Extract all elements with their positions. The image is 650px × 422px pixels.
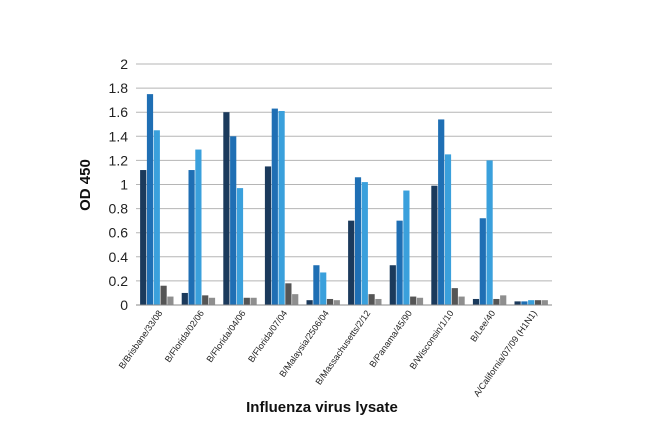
bar: [320, 272, 327, 305]
y-tick-label: 0.2: [109, 273, 129, 289]
bar: [438, 119, 445, 306]
x-tick-labels: B/Brisbane/33/08B/Florida/02/06B/Florida…: [117, 308, 539, 398]
x-tick-label: B/Lee/40: [468, 308, 497, 343]
bar: [271, 108, 278, 306]
bar: [313, 265, 320, 305]
bar: [416, 297, 424, 305]
y-tick-label: 0.8: [109, 201, 129, 217]
bar: [195, 149, 202, 305]
y-tick-label: 2: [120, 56, 128, 72]
x-tick-label: B/Florida/07/04: [246, 308, 289, 364]
bar: [243, 297, 250, 305]
x-tick-label: B/Wisconsin/1/10: [408, 308, 456, 371]
bar: [410, 296, 417, 305]
y-tick-label: 0.6: [109, 225, 129, 241]
bar: [236, 188, 244, 305]
bar: [361, 182, 368, 305]
bar: [153, 130, 160, 305]
y-tick-label: 0: [120, 297, 128, 313]
bar: [250, 297, 257, 305]
bar: [514, 301, 521, 305]
bar: [528, 300, 535, 305]
bar: [223, 112, 230, 305]
bar: [181, 292, 188, 305]
bar: [292, 294, 299, 305]
bar: [472, 298, 480, 305]
bar: [431, 185, 438, 305]
bar: [521, 301, 528, 305]
gridlines: [136, 63, 552, 282]
bar: [486, 160, 493, 305]
y-tick-label: 1.6: [109, 104, 129, 120]
bar: [375, 298, 382, 305]
bar: [348, 220, 355, 305]
bar: [160, 285, 167, 305]
bars: [140, 94, 548, 306]
bar: [146, 94, 154, 305]
x-tick-label: B/Florida/02/06: [163, 308, 206, 364]
bar: [541, 300, 548, 305]
x-axis-title: Influenza virus lysate: [246, 399, 398, 416]
bar: [396, 220, 403, 305]
x-tick-label: B/Brisbane/33/08: [117, 308, 165, 370]
bar: [500, 295, 507, 305]
bar: [368, 294, 375, 305]
bar: [458, 296, 465, 305]
bar: [354, 177, 362, 305]
y-tick-label: 1: [120, 177, 128, 193]
bar: [202, 295, 209, 305]
bar: [188, 170, 195, 305]
bar: [534, 300, 542, 305]
y-tick-label: 1.4: [109, 128, 129, 144]
bar: [278, 110, 285, 306]
bar: [403, 190, 410, 305]
bar: [285, 283, 292, 305]
y-axis-title: OD 450: [77, 159, 94, 211]
bar: [230, 136, 237, 305]
x-tick-label: B/Florida/04/06: [204, 308, 247, 364]
y-tick-labels: 0 0.2 0.4 0.6 0.8 1 1.2 1.4 1.6 1.8 2: [109, 56, 129, 313]
y-tick-label: 1.2: [109, 152, 129, 168]
y-tick-label: 1.8: [109, 80, 129, 96]
bar: [451, 288, 458, 305]
bar: [444, 154, 452, 305]
bar: [389, 265, 396, 305]
bar: [333, 300, 340, 305]
bar: [208, 297, 216, 305]
bar: [306, 300, 313, 305]
bar: [140, 170, 147, 305]
bar: [264, 166, 272, 305]
y-tick-label: 0.4: [109, 249, 129, 265]
bar: [326, 298, 334, 305]
bar: [479, 218, 486, 305]
x-tick-label: B/Panama/45/90: [367, 308, 414, 369]
bar: [167, 296, 174, 305]
bar: [493, 298, 500, 305]
